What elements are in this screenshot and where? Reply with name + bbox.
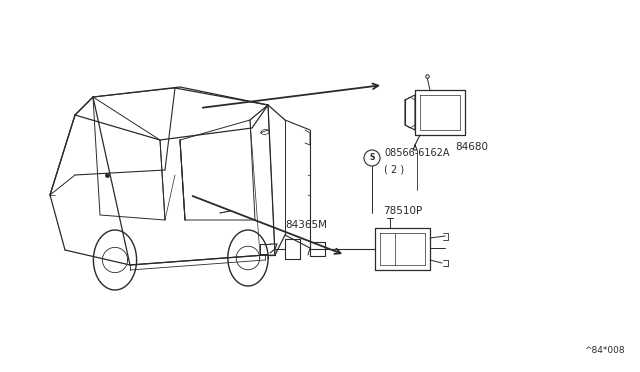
Text: ^84*008: ^84*008 <box>584 346 625 355</box>
Text: 78510P: 78510P <box>383 206 422 216</box>
Text: 84365M: 84365M <box>285 220 327 230</box>
Text: S: S <box>369 154 374 163</box>
Text: 84680: 84680 <box>455 142 488 152</box>
Text: 08566-6162A: 08566-6162A <box>384 148 449 158</box>
Text: ( 2 ): ( 2 ) <box>384 165 404 175</box>
